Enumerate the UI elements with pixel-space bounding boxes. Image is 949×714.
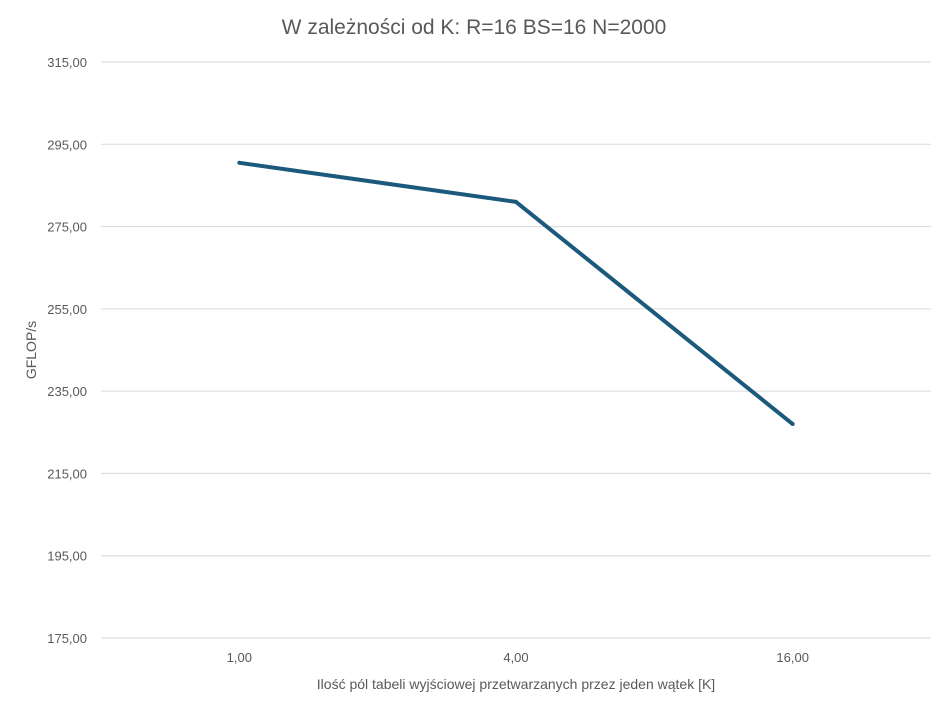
y-tick-label: 235,00 [47,384,87,399]
x-tick-label: 16,00 [776,650,809,665]
y-axis-label: GFLOP/s [23,321,39,379]
y-tick-label: 315,00 [47,55,87,70]
gridlines [101,61,931,639]
x-tick-label: 1,00 [227,650,252,665]
x-axis-label: Ilość pól tabeli wyjściowej przetwarzany… [317,676,715,692]
chart-title: W zależności od K: R=16 BS=16 N=2000 [282,16,667,39]
y-tick-label: 275,00 [47,220,87,235]
y-tick-label: 215,00 [47,466,87,481]
series-group [237,160,795,427]
data-point [237,160,242,165]
y-axis-ticks: 175,00 195,00 215,00 235,00 255,00 275,00 295,… [47,55,87,646]
data-point [790,422,795,427]
data-point [514,199,518,204]
y-tick-label: 195,00 [47,549,87,564]
y-tick-label: 295,00 [47,137,87,152]
y-tick-label: 255,00 [47,302,87,317]
x-tick-label: 4,00 [503,650,528,665]
x-axis-ticks: 1,00 4,00 16,00 [227,650,809,665]
y-tick-label: 175,00 [47,631,87,646]
